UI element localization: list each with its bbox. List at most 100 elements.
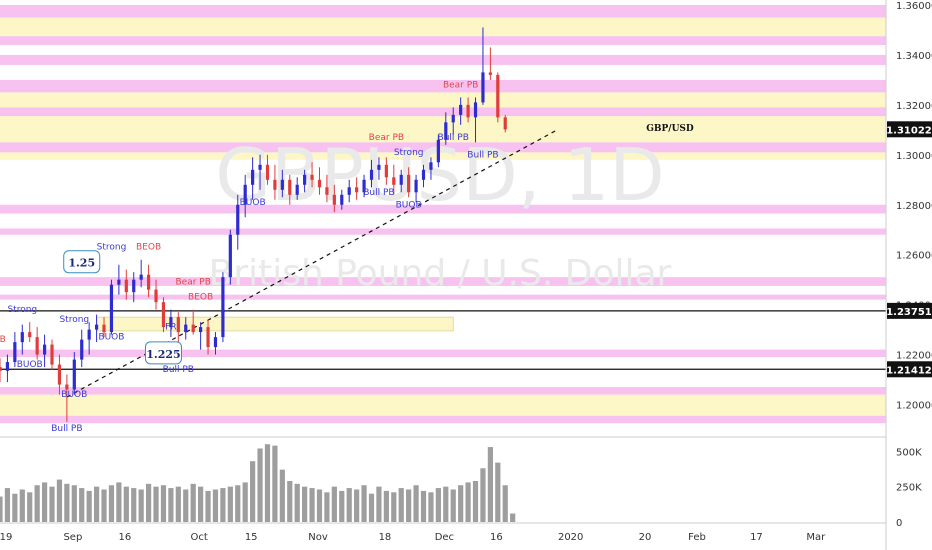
volume-bar: [510, 513, 516, 522]
volume-bar: [406, 489, 412, 522]
volume-bar: [272, 445, 278, 522]
volume-bar: [71, 485, 77, 522]
price-axis-label: 1.30000: [896, 151, 932, 162]
price-badge-label: 1.31022: [886, 125, 932, 136]
time-axis-label: Nov: [308, 532, 328, 543]
candle-body: [407, 174, 411, 193]
price-badge-label: 1.23751: [886, 307, 932, 318]
price-axis-label: 1.32000: [896, 101, 932, 112]
time-axis-label: Feb: [688, 532, 706, 543]
volume-bar: [64, 483, 70, 522]
volume-bar: [212, 489, 219, 522]
candle-body: [117, 279, 121, 285]
candle-body: [303, 174, 307, 185]
candle-body: [65, 384, 69, 390]
volume-bar: [391, 492, 397, 522]
volume-bar: [279, 469, 285, 522]
volume-axis-label: 250K: [896, 483, 922, 494]
candle-body: [139, 274, 143, 280]
volume-bar: [160, 485, 167, 522]
pink-zone: [0, 107, 886, 117]
volume-bar: [86, 490, 92, 522]
time-axis-label: 15: [245, 532, 258, 543]
time-axis-label: Dec: [435, 532, 454, 543]
volume-bar: [376, 486, 382, 522]
callout-label: 1.25: [68, 257, 95, 270]
callouts: 1.25 1.225: [63, 250, 182, 365]
pink-zone: [0, 54, 886, 65]
volume-bar: [190, 483, 196, 522]
pink-zone: [0, 294, 886, 300]
candle-body: [355, 187, 359, 193]
candle-body: [451, 114, 455, 123]
volume-axis: 500K 250K 0: [896, 447, 922, 529]
volume-bar: [146, 483, 152, 522]
candle-body: [332, 194, 336, 205]
candle-body: [295, 184, 299, 195]
candle-body: [459, 104, 463, 115]
annotation-label: Bear PB: [369, 133, 404, 143]
volume-bar: [153, 486, 159, 522]
price-badge-box: [887, 121, 932, 138]
candle-body: [94, 324, 99, 330]
candle-body: [466, 104, 470, 118]
volume-bar: [131, 488, 137, 522]
candle-body: [251, 169, 255, 185]
candle-body: [488, 72, 492, 75]
callout-box: [144, 341, 182, 365]
volume-bar: [116, 482, 122, 522]
annotation-label: Strong: [97, 243, 127, 253]
price-axis-label: 1.20000: [896, 401, 932, 412]
annotation-label: BEOB: [136, 243, 161, 253]
volume-bar: [495, 462, 501, 522]
candle-body: [243, 184, 247, 205]
volume-bar: [123, 486, 129, 522]
volume-bar: [428, 492, 434, 522]
symbol-watermark: GBPUSD, 1D British Pound / U.S. Dollar: [209, 133, 672, 294]
volume-bar: [361, 485, 367, 522]
volume-bar: [502, 485, 508, 522]
candle-body: [310, 174, 314, 180]
volume-bar: [458, 485, 464, 522]
yellow-zone: [0, 116, 886, 143]
time-axis-label: Mar: [806, 532, 826, 543]
callout-label: 1.225: [146, 348, 180, 361]
candle-body: [87, 329, 91, 340]
volume-bar: [198, 486, 204, 522]
volume-bar: [324, 492, 330, 522]
annotation-label: Strong: [394, 148, 424, 158]
volume-bar: [487, 447, 493, 522]
volume-bar: [183, 489, 189, 522]
candle-body: [184, 324, 188, 333]
candle-body: [429, 162, 433, 170]
candle-body: [362, 179, 366, 193]
candle-body: [5, 362, 10, 371]
candle-body: [161, 302, 166, 328]
trendline: [66, 129, 558, 398]
yellow-box-zone: [96, 316, 454, 332]
volume-bar: [79, 488, 85, 522]
candle-body: [132, 279, 136, 293]
annotation-label: BUOB: [98, 333, 124, 343]
time-axis-label: 16: [490, 532, 503, 543]
volume-bar: [316, 489, 323, 522]
candle-body: [340, 194, 344, 205]
volume-bar: [19, 489, 25, 522]
price-axis-label: 1.22000: [896, 351, 932, 362]
candle-body: [13, 342, 17, 363]
price-axis-label: 1.36000: [896, 1, 932, 12]
candle-body: [124, 279, 128, 293]
volume-bar: [0, 496, 3, 522]
annotation-label: Bull PB: [163, 365, 194, 375]
volume-bar: [398, 488, 404, 522]
annotation-label: PB: [0, 335, 6, 345]
volume-bar: [383, 490, 389, 522]
candle-body: [199, 327, 203, 333]
callout-box: [63, 250, 101, 274]
volume-bar: [435, 488, 441, 522]
time-axis-label: 17: [750, 532, 763, 543]
pink-zone: [0, 142, 886, 153]
volume-bar: [34, 485, 40, 522]
volume-bar: [413, 485, 419, 522]
